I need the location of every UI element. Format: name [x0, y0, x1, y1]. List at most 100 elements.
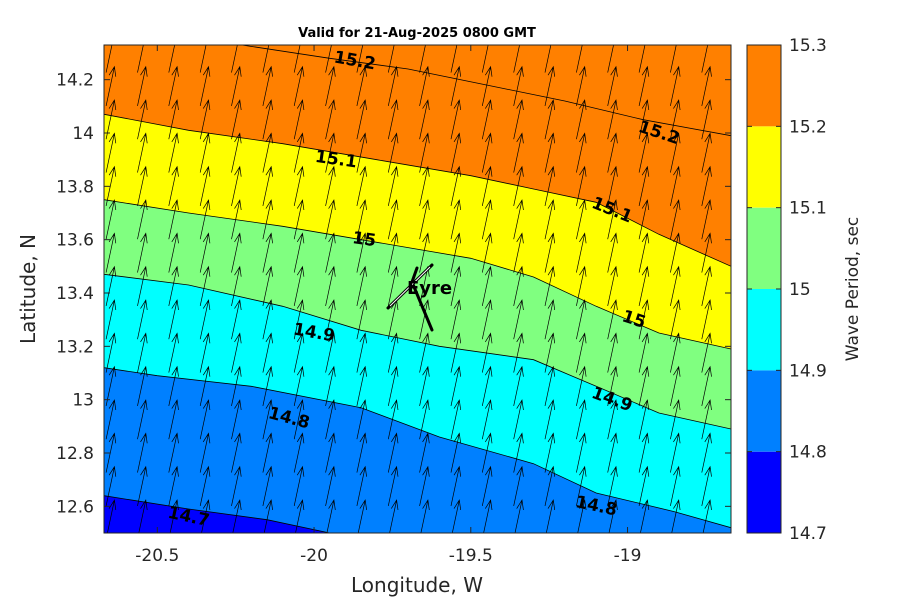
direction-arrow — [513, 232, 524, 273]
direction-arrow — [262, 399, 273, 440]
direction-arrow — [481, 232, 493, 273]
y-tick-label: 12.6 — [56, 497, 94, 517]
direction-arrow — [638, 99, 650, 140]
direction-arrow — [701, 232, 712, 273]
direction-arrow — [262, 199, 273, 240]
direction-arrow — [262, 465, 273, 506]
direction-arrow — [293, 65, 305, 106]
direction-arrow — [105, 332, 117, 373]
direction-arrow — [513, 399, 524, 440]
direction-arrow — [293, 432, 305, 473]
direction-arrow — [670, 265, 681, 306]
station-glyph-highlight — [389, 266, 431, 307]
direction-arrow — [607, 99, 618, 140]
direction-arrow — [419, 165, 430, 206]
direction-arrow — [481, 65, 493, 106]
direction-arrow — [231, 399, 242, 440]
direction-arrow — [105, 465, 117, 506]
direction-arrow — [325, 65, 336, 106]
direction-arrow — [513, 299, 524, 340]
direction-arrow — [576, 465, 587, 506]
direction-arrow — [168, 399, 179, 440]
direction-arrow — [576, 265, 587, 306]
direction-arrow — [105, 265, 117, 306]
wave-direction-arrows — [105, 45, 712, 533]
direction-arrow — [325, 332, 336, 373]
colorbar-tick-label: 15 — [789, 280, 811, 300]
direction-arrow — [638, 465, 650, 506]
direction-arrow — [670, 365, 681, 406]
direction-arrow — [168, 65, 179, 106]
direction-arrow — [105, 232, 117, 273]
direction-arrow — [231, 332, 242, 373]
direction-arrow — [262, 45, 270, 73]
direction-arrow — [137, 265, 148, 306]
direction-arrow — [638, 45, 646, 73]
station-marker: Eyre — [386, 263, 452, 332]
direction-arrow — [387, 132, 399, 173]
direction-arrow — [513, 365, 524, 406]
x-tick-label: -20 — [300, 546, 328, 566]
direction-arrow — [607, 332, 618, 373]
direction-arrow — [701, 45, 709, 73]
direction-arrow — [168, 265, 179, 306]
direction-arrow — [481, 99, 493, 140]
direction-arrow — [638, 132, 650, 173]
direction-arrow — [293, 45, 301, 73]
direction-arrow — [513, 332, 524, 373]
colorbar-swatch — [747, 207, 781, 289]
direction-arrow — [387, 65, 399, 106]
direction-arrow — [544, 465, 556, 506]
direction-arrow — [701, 199, 712, 240]
direction-arrow — [701, 465, 712, 506]
direction-arrow — [419, 332, 430, 373]
direction-arrow — [607, 65, 618, 106]
direction-arrow — [450, 332, 462, 373]
direction-arrow — [168, 299, 179, 340]
direction-arrow — [544, 365, 556, 406]
colorbar-tick-label: 14.9 — [789, 361, 827, 381]
y-axis-label: Latitude, N — [16, 234, 40, 344]
direction-arrow — [168, 165, 179, 206]
direction-arrow — [293, 99, 305, 140]
direction-arrow — [544, 45, 552, 73]
band-below-14.8 — [104, 367, 731, 533]
y-tick-label: 13.2 — [56, 337, 94, 357]
direction-arrow — [356, 299, 367, 340]
direction-arrow — [607, 165, 618, 206]
direction-arrow — [137, 299, 148, 340]
direction-arrow — [638, 199, 650, 240]
direction-arrow — [607, 265, 618, 306]
direction-arrow — [450, 199, 462, 240]
direction-arrow — [701, 99, 712, 140]
direction-arrow — [670, 465, 681, 506]
colorbar-swatch — [747, 451, 781, 533]
direction-arrow — [105, 65, 117, 106]
direction-arrow — [670, 165, 681, 206]
direction-arrow — [168, 99, 179, 140]
direction-arrow — [638, 399, 650, 440]
colorbar-tick-label: 15.2 — [789, 117, 827, 137]
y-tick-label: 13.6 — [56, 231, 94, 251]
x-axis-label: Longitude, W — [351, 573, 483, 597]
direction-arrow — [670, 432, 681, 473]
direction-arrow — [450, 432, 462, 473]
direction-arrow — [576, 132, 587, 173]
direction-arrow — [544, 65, 556, 106]
direction-arrow — [481, 132, 493, 173]
direction-arrow — [544, 232, 556, 273]
x-tick-label: -20.5 — [135, 546, 179, 566]
direction-arrow — [638, 299, 650, 340]
direction-arrow — [325, 132, 336, 173]
direction-arrow — [513, 132, 524, 173]
direction-arrow — [387, 232, 399, 273]
direction-arrow — [199, 45, 207, 73]
direction-arrow — [199, 399, 211, 440]
direction-arrow — [670, 65, 681, 106]
direction-arrow — [576, 45, 583, 73]
direction-arrow — [356, 365, 367, 406]
direction-arrow — [356, 465, 367, 506]
direction-arrow — [168, 465, 179, 506]
direction-arrow — [607, 432, 618, 473]
direction-arrow — [262, 332, 273, 373]
